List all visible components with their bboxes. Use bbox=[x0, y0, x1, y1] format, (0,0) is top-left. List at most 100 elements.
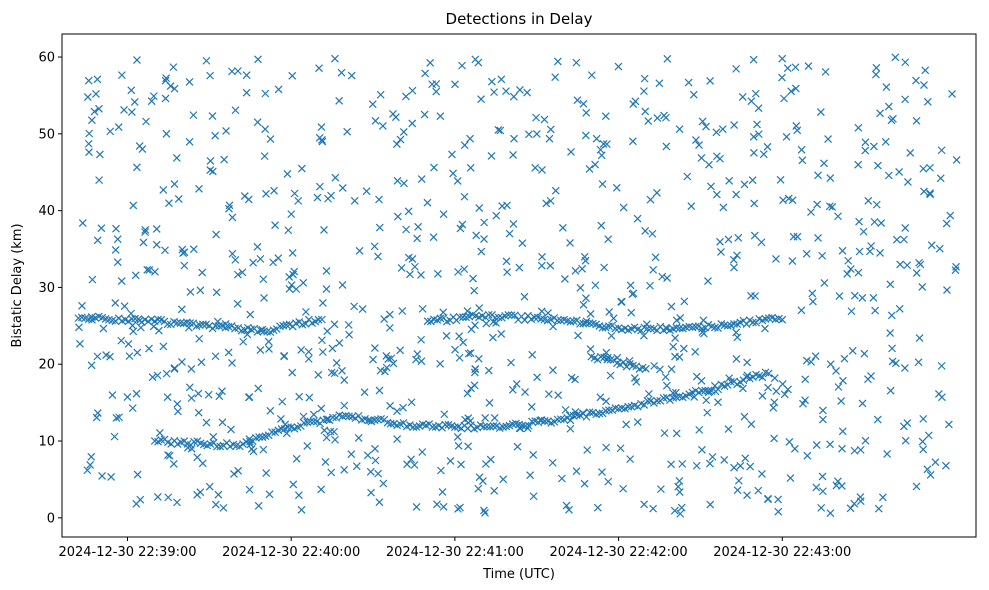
track-marker bbox=[215, 322, 223, 330]
detection-marker bbox=[903, 177, 912, 186]
detection-marker bbox=[374, 469, 383, 478]
detection-marker bbox=[561, 405, 570, 414]
detection-marker bbox=[382, 351, 391, 360]
track-marker bbox=[131, 314, 140, 323]
detection-marker bbox=[412, 502, 421, 511]
detection-marker bbox=[172, 153, 181, 162]
detection-marker bbox=[808, 297, 817, 306]
detection-marker bbox=[802, 356, 811, 365]
detection-marker bbox=[318, 299, 327, 307]
detection-marker bbox=[397, 264, 406, 272]
detection-marker bbox=[162, 369, 171, 378]
detection-marker bbox=[770, 374, 779, 383]
detection-marker bbox=[472, 231, 481, 240]
detection-marker bbox=[366, 467, 375, 476]
detection-marker bbox=[656, 485, 665, 494]
detection-marker bbox=[797, 145, 806, 154]
detection-marker bbox=[606, 371, 615, 380]
detection-marker bbox=[614, 62, 623, 71]
detection-marker bbox=[453, 433, 462, 441]
detection-marker bbox=[525, 130, 533, 139]
detection-marker bbox=[567, 148, 575, 156]
track-marker bbox=[127, 315, 136, 323]
detection-marker bbox=[132, 163, 141, 172]
track-marker bbox=[213, 442, 221, 451]
detection-marker bbox=[565, 505, 573, 514]
detection-marker bbox=[417, 175, 426, 184]
detection-marker bbox=[692, 136, 700, 145]
detection-marker bbox=[734, 476, 743, 485]
detection-marker bbox=[912, 482, 921, 491]
detection-marker bbox=[820, 159, 828, 168]
detection-marker bbox=[410, 461, 419, 469]
detection-marker bbox=[579, 99, 588, 108]
detection-marker bbox=[398, 307, 407, 315]
detection-marker bbox=[663, 274, 672, 283]
detection-marker bbox=[649, 504, 658, 513]
detection-marker bbox=[256, 346, 265, 355]
detection-marker bbox=[288, 248, 297, 257]
track-marker bbox=[646, 324, 655, 333]
detection-marker bbox=[139, 238, 148, 247]
detection-marker bbox=[466, 134, 474, 143]
detection-marker bbox=[385, 310, 394, 319]
detection-marker bbox=[544, 309, 552, 317]
detection-marker bbox=[243, 330, 252, 339]
detection-marker bbox=[579, 300, 588, 309]
detection-marker bbox=[591, 160, 600, 169]
detection-marker bbox=[340, 401, 349, 410]
detection-marker bbox=[458, 61, 466, 70]
detection-marker bbox=[776, 175, 785, 184]
detection-marker bbox=[780, 390, 789, 399]
detection-marker bbox=[87, 452, 96, 461]
detection-marker bbox=[204, 390, 213, 399]
track-marker bbox=[576, 319, 584, 328]
detection-marker bbox=[283, 170, 292, 178]
detection-marker bbox=[259, 445, 268, 454]
detection-marker bbox=[413, 350, 422, 358]
detection-marker bbox=[332, 358, 341, 367]
detection-marker bbox=[920, 187, 928, 196]
track-marker bbox=[255, 433, 264, 442]
detection-marker bbox=[873, 415, 882, 424]
detection-marker bbox=[798, 156, 807, 165]
detection-marker bbox=[74, 323, 83, 332]
detection-marker bbox=[305, 393, 314, 402]
detection-marker bbox=[261, 125, 270, 134]
detection-marker bbox=[402, 225, 411, 234]
detection-marker bbox=[228, 358, 236, 367]
detection-marker bbox=[436, 466, 445, 475]
detection-marker bbox=[874, 504, 883, 513]
detection-marker bbox=[266, 135, 275, 143]
detection-marker bbox=[180, 261, 189, 270]
detection-marker bbox=[93, 236, 102, 245]
detection-marker bbox=[249, 258, 258, 267]
detection-marker bbox=[675, 477, 684, 485]
detection-marker bbox=[546, 125, 555, 134]
detection-marker bbox=[187, 365, 196, 373]
detection-marker bbox=[860, 349, 869, 358]
detection-marker bbox=[774, 495, 783, 504]
track-marker bbox=[598, 323, 607, 332]
detection-marker bbox=[605, 308, 614, 316]
detection-marker bbox=[743, 358, 752, 367]
detection-marker bbox=[718, 125, 727, 134]
detection-marker bbox=[194, 408, 203, 417]
detection-marker bbox=[492, 211, 501, 220]
detection-marker bbox=[821, 67, 830, 76]
detection-marker bbox=[145, 266, 154, 274]
detection-marker bbox=[355, 246, 364, 255]
detection-marker bbox=[942, 219, 951, 228]
detection-marker bbox=[644, 389, 653, 398]
detection-marker bbox=[466, 349, 475, 357]
detection-marker bbox=[640, 74, 649, 83]
detection-marker bbox=[784, 194, 793, 203]
detection-marker bbox=[919, 414, 928, 423]
detection-marker bbox=[297, 345, 306, 354]
detection-marker bbox=[417, 271, 425, 279]
detection-marker bbox=[95, 150, 104, 159]
detection-marker bbox=[299, 412, 308, 421]
detection-marker bbox=[864, 196, 873, 205]
detection-marker bbox=[622, 420, 631, 429]
detection-marker bbox=[403, 460, 411, 469]
